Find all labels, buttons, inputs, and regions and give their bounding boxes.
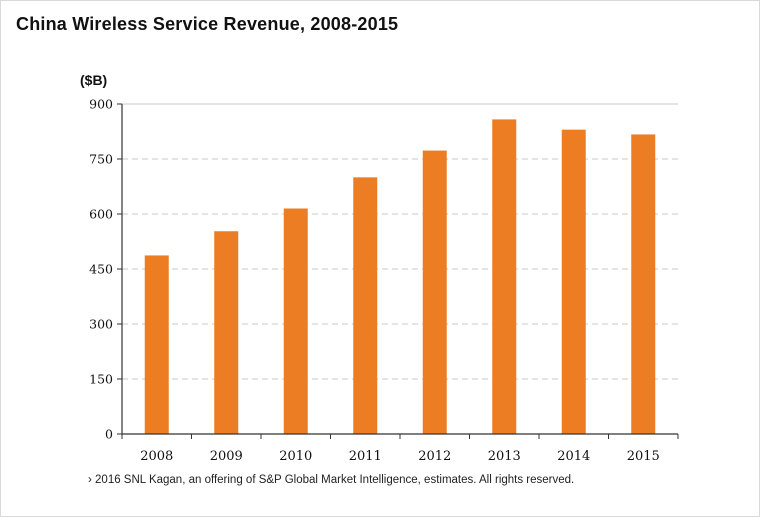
x-tick-label: 2013	[488, 449, 521, 464]
source-note: › 2016 SNL Kagan, an offering of S&P Glo…	[88, 474, 575, 486]
bar-2014	[561, 129, 586, 434]
bar-2009	[214, 231, 239, 434]
bar-2012	[422, 150, 447, 435]
x-tick-label: 2015	[627, 449, 660, 464]
x-tick-label: 2012	[418, 449, 451, 464]
y-tick-label: 300	[89, 317, 113, 332]
y-tick-label: 750	[89, 152, 113, 167]
x-tick-label: 2009	[210, 449, 243, 464]
y-tick-label: 450	[89, 262, 113, 277]
x-tick-label: 2011	[349, 449, 382, 464]
y-tick-label: 0	[105, 427, 113, 442]
x-tick-label: 2008	[140, 449, 173, 464]
bar-2008	[144, 255, 169, 434]
bar-2011	[353, 177, 378, 435]
bar-2015	[631, 134, 656, 434]
y-axis-unit-label: ($B)	[80, 72, 108, 88]
y-tick-label: 150	[89, 372, 113, 387]
y-tick-label: 900	[89, 97, 113, 112]
y-tick-label: 600	[89, 207, 113, 222]
x-tick-label: 2014	[557, 449, 590, 464]
bar-2010	[283, 208, 308, 434]
x-tick-label: 2010	[279, 449, 312, 464]
chart-title: China Wireless Service Revenue, 2008-201…	[16, 14, 399, 34]
bar-2013	[492, 119, 517, 435]
